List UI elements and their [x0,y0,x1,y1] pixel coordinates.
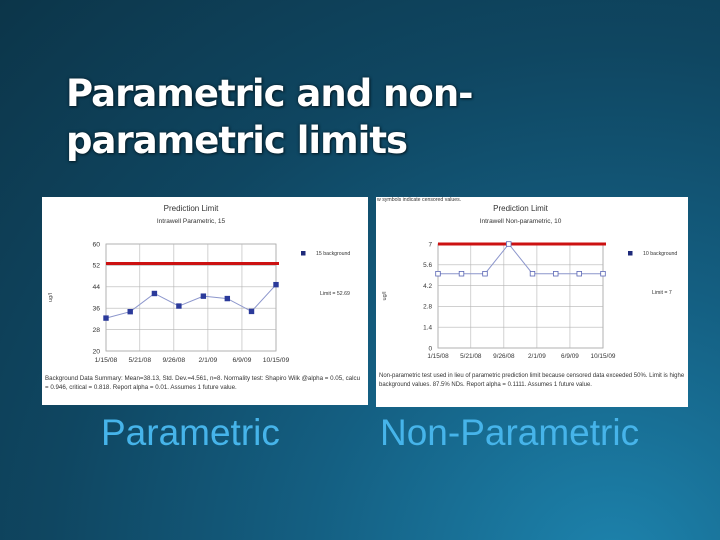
y-tick-label: 0 [428,345,432,352]
y-tick-label: 60 [92,241,100,248]
slide-title: Parametric and non-parametric limits [66,72,474,162]
series-line [105,284,277,319]
x-tick-label: 2/1/09 [528,353,546,360]
chart-subtitle: Intrawell Parametric, 15 [157,218,226,225]
chart-footer-line: Background Data Summary: Mean=38.13, Std… [45,375,361,382]
y-tick-label: 7 [428,241,432,248]
x-tick-label: 6/9/09 [561,353,579,360]
data-point [576,271,582,277]
y-tick-label: 1.4 [423,325,432,332]
data-point [482,271,488,277]
x-tick-label: 5/21/08 [460,353,482,360]
y-tick-label: 36 [92,306,100,313]
chart-title: Prediction Limit [493,204,548,213]
data-point [435,271,441,277]
y-tick-label: 2.8 [423,304,432,311]
chart-footer-line: Non-parametric test used in lieu of para… [379,373,685,379]
y-tick-label: 44 [92,284,100,291]
data-point [600,271,606,277]
data-point [506,241,512,247]
x-tick-label: 6/9/09 [232,357,251,364]
y-axis-label: ug/l [382,292,388,301]
series-line [438,243,603,275]
legend-label: 10 background [643,251,677,257]
legend-marker [301,251,306,256]
chart-title: Prediction Limit [164,204,219,213]
data-point [200,293,207,299]
chart-footer-line: = 0.946, critical = 0.818. Report alpha … [45,384,237,391]
chart-footer-line: background values. 87.5% NDs. Report alp… [379,382,592,388]
x-tick-label: 2/1/09 [198,357,217,364]
parametric-caption: Parametric [101,412,280,453]
plot-frame [437,243,604,349]
legend-label: 15 background [316,251,350,257]
x-tick-label: 1/15/08 [95,357,118,364]
legend-marker [628,251,633,256]
nonparametric-caption: Non-Parametric [380,412,640,453]
x-tick-label: 9/26/08 [493,353,515,360]
data-point [224,295,231,302]
parametric-chart: Prediction Limit Intrawell Parametric, 15… [45,204,361,391]
limit-label: Limit = 7 [652,290,672,296]
chart-note: w symbols indicate censored values. [377,197,461,203]
x-tick-label: 10/15/09 [591,353,616,360]
y-tick-label: 5.6 [423,262,432,269]
data-point [529,271,536,277]
data-point [553,271,559,277]
y-tick-label: 20 [92,348,100,355]
data-point [248,308,255,315]
chart-subtitle: Intrawell Non-parametric, 10 [480,218,562,225]
nonparametric-chart-panel: w symbols indicate censored values. Predi… [376,197,688,407]
data-point [273,281,279,288]
data-point [458,271,465,277]
x-tick-label: 5/21/08 [128,357,151,364]
parametric-chart-panel: Prediction Limit Intrawell Parametric, 15… [42,197,368,405]
x-tick-label: 9/26/08 [162,357,185,364]
limit-label: Limit = 52.69 [320,291,350,297]
x-tick-label: 10/15/09 [263,357,290,364]
data-point [151,290,158,297]
y-axis-label: ug/l [48,293,54,302]
y-tick-label: 52 [92,263,100,270]
x-tick-label: 1/15/08 [427,353,449,360]
data-point [103,315,109,321]
nonparametric-chart: w symbols indicate censored values. Predi… [377,197,685,388]
y-tick-label: 28 [92,327,100,334]
data-point [176,303,182,309]
y-tick-label: 4.2 [423,283,432,290]
data-point [127,308,133,315]
plot-frame [105,243,277,352]
